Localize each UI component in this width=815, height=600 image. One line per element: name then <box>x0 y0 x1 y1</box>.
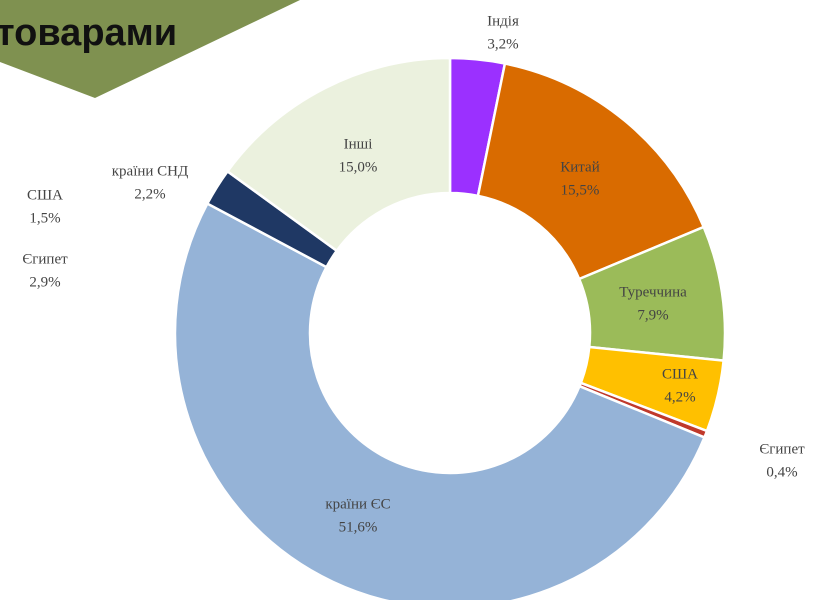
segment-label-name: Індія <box>487 13 519 29</box>
donut-segment <box>173 201 707 600</box>
segment-label-value: 51,6% <box>339 519 378 535</box>
segment-label-value: 15,5% <box>561 182 600 198</box>
segment-label-value: 0,4% <box>766 464 797 480</box>
donut-segment <box>225 56 452 253</box>
segment-label-name: Інші <box>344 136 373 152</box>
slide-title: товарами <box>0 12 177 54</box>
extra-label-value: 2,9% <box>29 274 60 290</box>
segment-label-value: 3,2% <box>487 36 518 52</box>
segment-label-name: Китай <box>560 159 599 175</box>
segment-label-name: країни СНД <box>112 163 189 179</box>
segment-label-name: країни ЄС <box>325 496 390 512</box>
segment-label-value: 15,0% <box>339 159 378 175</box>
segment-label-value: 7,9% <box>637 307 668 323</box>
extra-label-name: Єгипет <box>22 251 68 267</box>
extra-label-name: США <box>27 187 63 203</box>
segment-label-name: США <box>662 366 698 382</box>
donut-chart: Індія 3,2% Китай 15,5% Туреччина 7,9% США 4,2% Є… <box>112 13 805 600</box>
donut-segment <box>476 62 706 281</box>
extra-label-value: 1,5% <box>29 210 60 226</box>
segment-label-name: Єгипет <box>759 441 805 457</box>
title-banner <box>0 0 300 98</box>
segment-label-name: Туреччина <box>619 284 687 300</box>
segment-label-value: 4,2% <box>664 389 695 405</box>
segment-label-value: 2,2% <box>134 186 165 202</box>
